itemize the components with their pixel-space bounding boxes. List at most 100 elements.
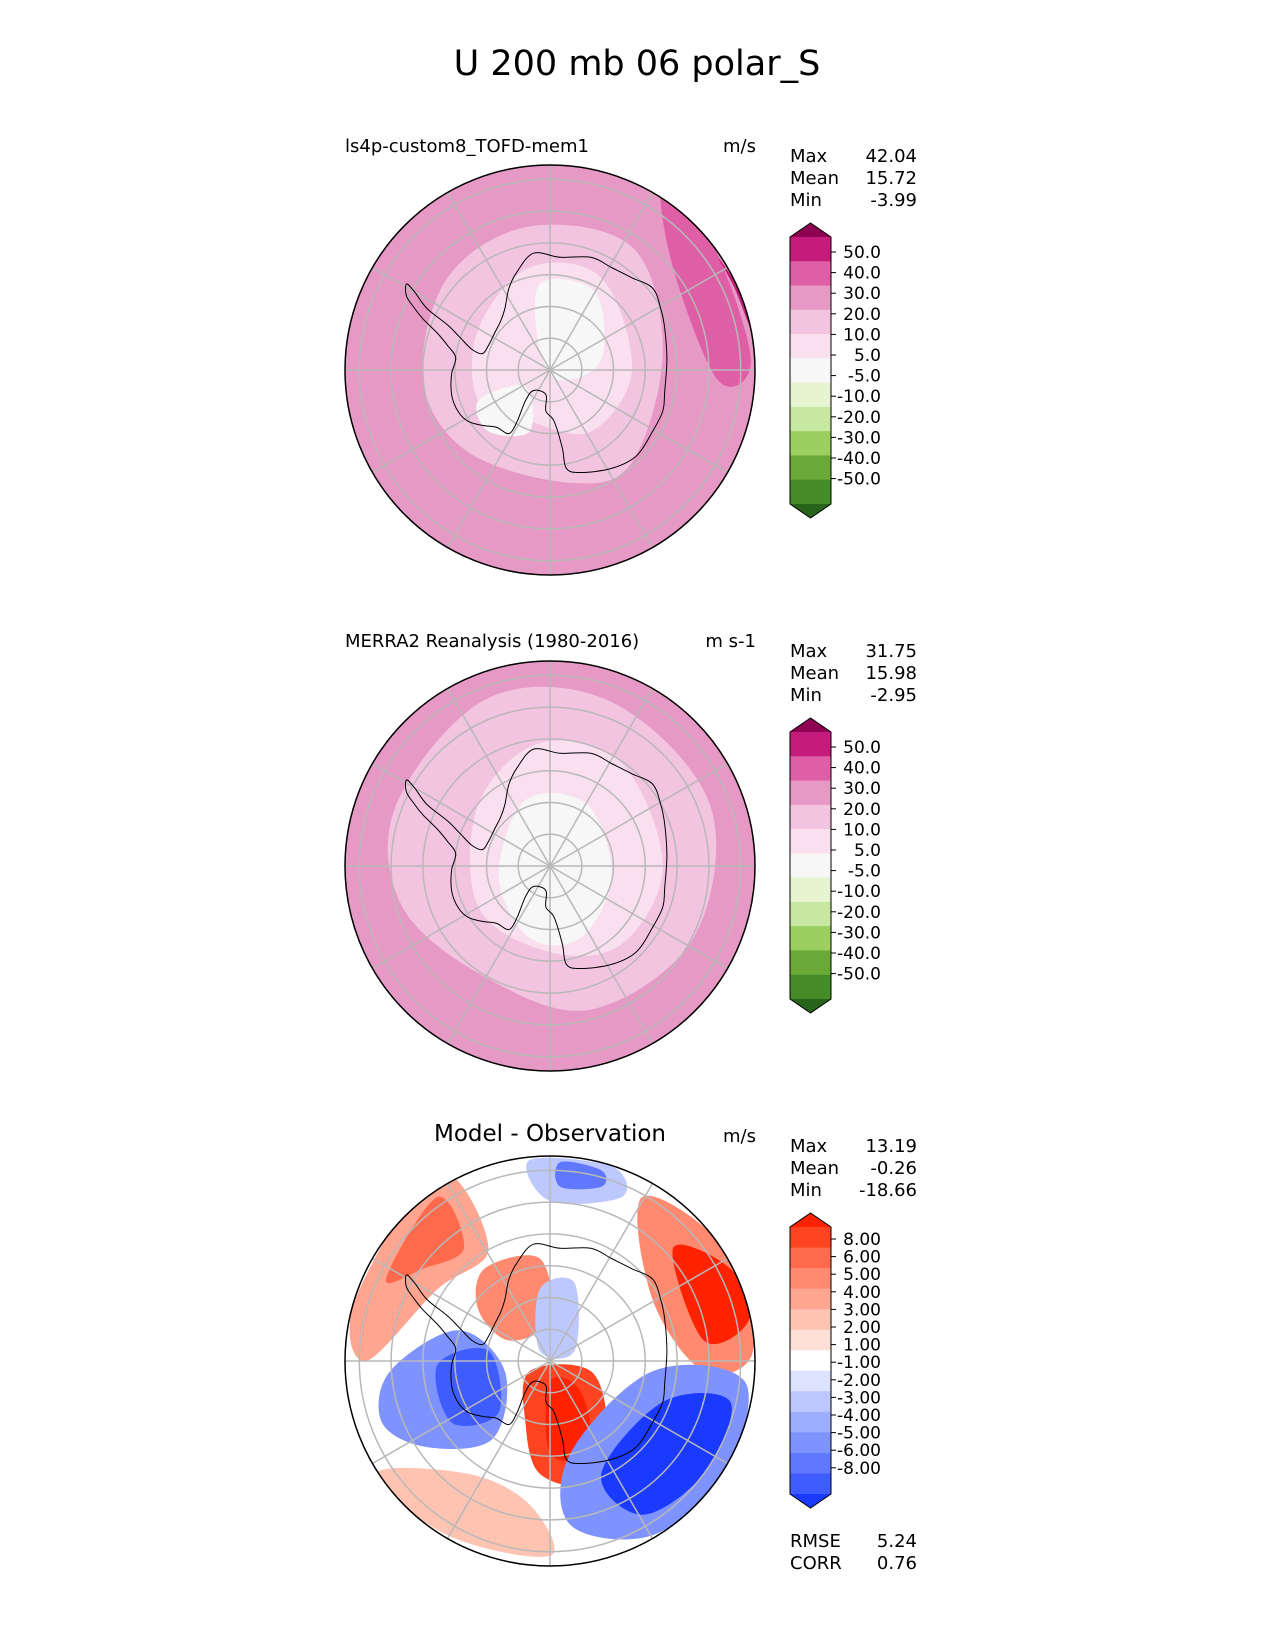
colorbar-segment [790,780,831,806]
panel-difference-colorbar: 8.006.005.004.003.002.001.00-1.00-2.00-3… [789,1212,881,1509]
colorbar-segment [790,1247,831,1269]
colorbar-tick-label: 40.0 [843,264,881,284]
colorbar-tick-label: -40.0 [837,449,881,469]
panel-reanalysis-colorbar: 50.040.030.020.010.05.0-5.0-10.0-20.0-30… [789,717,881,1014]
colorbar-tick-label: 5.00 [843,1265,881,1285]
panel-model-mean-label: Mean [790,168,839,189]
colorbar-tick-label: 4.00 [843,1283,881,1303]
meridian-line [372,369,551,474]
colorbar-segment [790,1288,831,1310]
meridian-line [446,369,551,548]
colorbar-tick-label: 20.0 [843,800,881,820]
colorbar-segment [790,829,831,854]
panel-model-map [344,164,756,576]
meridian-line [549,865,728,970]
colorbar-segment [790,309,831,335]
colorbar-extend-max [790,1213,831,1227]
colorbar-extend-max [790,718,831,732]
panel-model-title: ls4p-custom8_TOFD-mem1 [345,136,589,157]
contour-region [555,1161,607,1190]
colorbar-tick-label: 30.0 [843,284,881,304]
meridian-line [549,762,728,867]
meridian-line [446,192,551,371]
colorbar-segment [790,1411,831,1433]
antarctica-coastline [404,1243,668,1465]
panel-difference-max-label: Max [790,1136,828,1157]
meridian-line [549,1257,728,1362]
colorbar-tick-label: -5.00 [837,1424,881,1444]
colorbar-tick-label: 40.0 [843,759,881,779]
contour-region [672,1244,750,1345]
colorbar-tick-label: -50.0 [837,470,881,490]
colorbar-segment [790,804,831,830]
colorbar-tick-label: 10.0 [843,820,881,840]
colorbar-tick-label: -2.00 [837,1371,881,1391]
colorbar-outline [789,222,832,519]
colorbar-tick-label: 5.0 [854,841,881,861]
panel-reanalysis-mean-label: Mean [790,663,839,684]
colorbar-segment [790,926,831,951]
colorbar-segment [790,756,831,782]
colorbar-segment [790,334,831,359]
colorbar-segment [790,974,831,1000]
colorbar-segment [790,406,831,432]
antarctica-coastline [404,748,668,970]
panel-difference-units: m/s [723,1126,756,1147]
colorbar-segment [790,853,831,879]
colorbar-segment [790,877,831,903]
meridian-line [446,688,551,867]
colorbar-segment [790,455,831,481]
corr-value: 0.76 [877,1553,917,1574]
meridian-line [446,865,551,1044]
panel-model: ls4p-custom8_TOFD-mem1 m/s Max 42.04 Mea… [344,136,917,576]
meridian-line [372,266,551,371]
colorbar-segment [790,1268,831,1290]
colorbar-tick-label: -10.0 [837,387,881,407]
meridian-line [372,865,551,970]
panel-reanalysis-units: m s-1 [705,631,756,652]
colorbar-segment [790,1309,831,1331]
colorbar-tick-label: 20.0 [843,305,881,325]
panel-reanalysis-min-label: Min [790,685,822,706]
colorbar-extend-max [790,223,831,237]
colorbar-tick-label: 1.00 [843,1336,881,1356]
meridian-line [549,1360,654,1539]
meridian-line [446,1183,551,1362]
colorbar-tick-label: 10.0 [843,325,881,345]
panel-reanalysis-title: MERRA2 Reanalysis (1980-2016) [345,631,639,652]
colorbar-extend-min [790,1494,831,1508]
colorbar-segment [790,732,831,757]
panel-difference-map [344,1155,756,1567]
colorbar-segment [790,1452,831,1474]
meridian-line [549,865,654,1044]
colorbar-segment [790,285,831,311]
meridian-line [372,762,551,867]
figure-title: U 200 mb 06 polar_S [454,44,821,84]
contour-region [435,1348,502,1427]
meridian-line [549,688,654,867]
colorbar-tick-label: -6.00 [837,1441,881,1461]
meridian-line [372,1360,551,1465]
panel-difference-min-label: Min [790,1180,822,1201]
colorbar-extend-min [790,504,831,518]
colorbar-segment [790,950,831,976]
panel-model-max-value: 42.04 [865,146,917,167]
colorbar-tick-label: -30.0 [837,923,881,943]
panel-model-min-label: Min [790,190,822,211]
meridian-line [549,1183,654,1362]
meridian-line [446,1360,551,1539]
colorbar-segment [790,1391,831,1413]
panel-reanalysis-max-label: Max [790,641,828,662]
colorbar-tick-label: 50.0 [843,243,881,263]
antarctica-coastline [404,252,668,474]
panel-model-colorbar: 50.040.030.020.010.05.0-5.0-10.0-20.0-30… [789,222,881,519]
colorbar-tick-label: -1.00 [837,1353,881,1373]
colorbar-tick-label: 8.00 [843,1230,881,1250]
colorbar-segment [790,1370,831,1392]
colorbar-tick-label: -5.0 [848,367,881,387]
colorbar-tick-label: 2.00 [843,1318,881,1338]
panel-model-min-value: -3.99 [870,190,917,211]
colorbar-tick-label: -8.00 [837,1459,881,1479]
meridian-line [549,192,654,371]
colorbar-tick-label: 6.00 [843,1248,881,1268]
